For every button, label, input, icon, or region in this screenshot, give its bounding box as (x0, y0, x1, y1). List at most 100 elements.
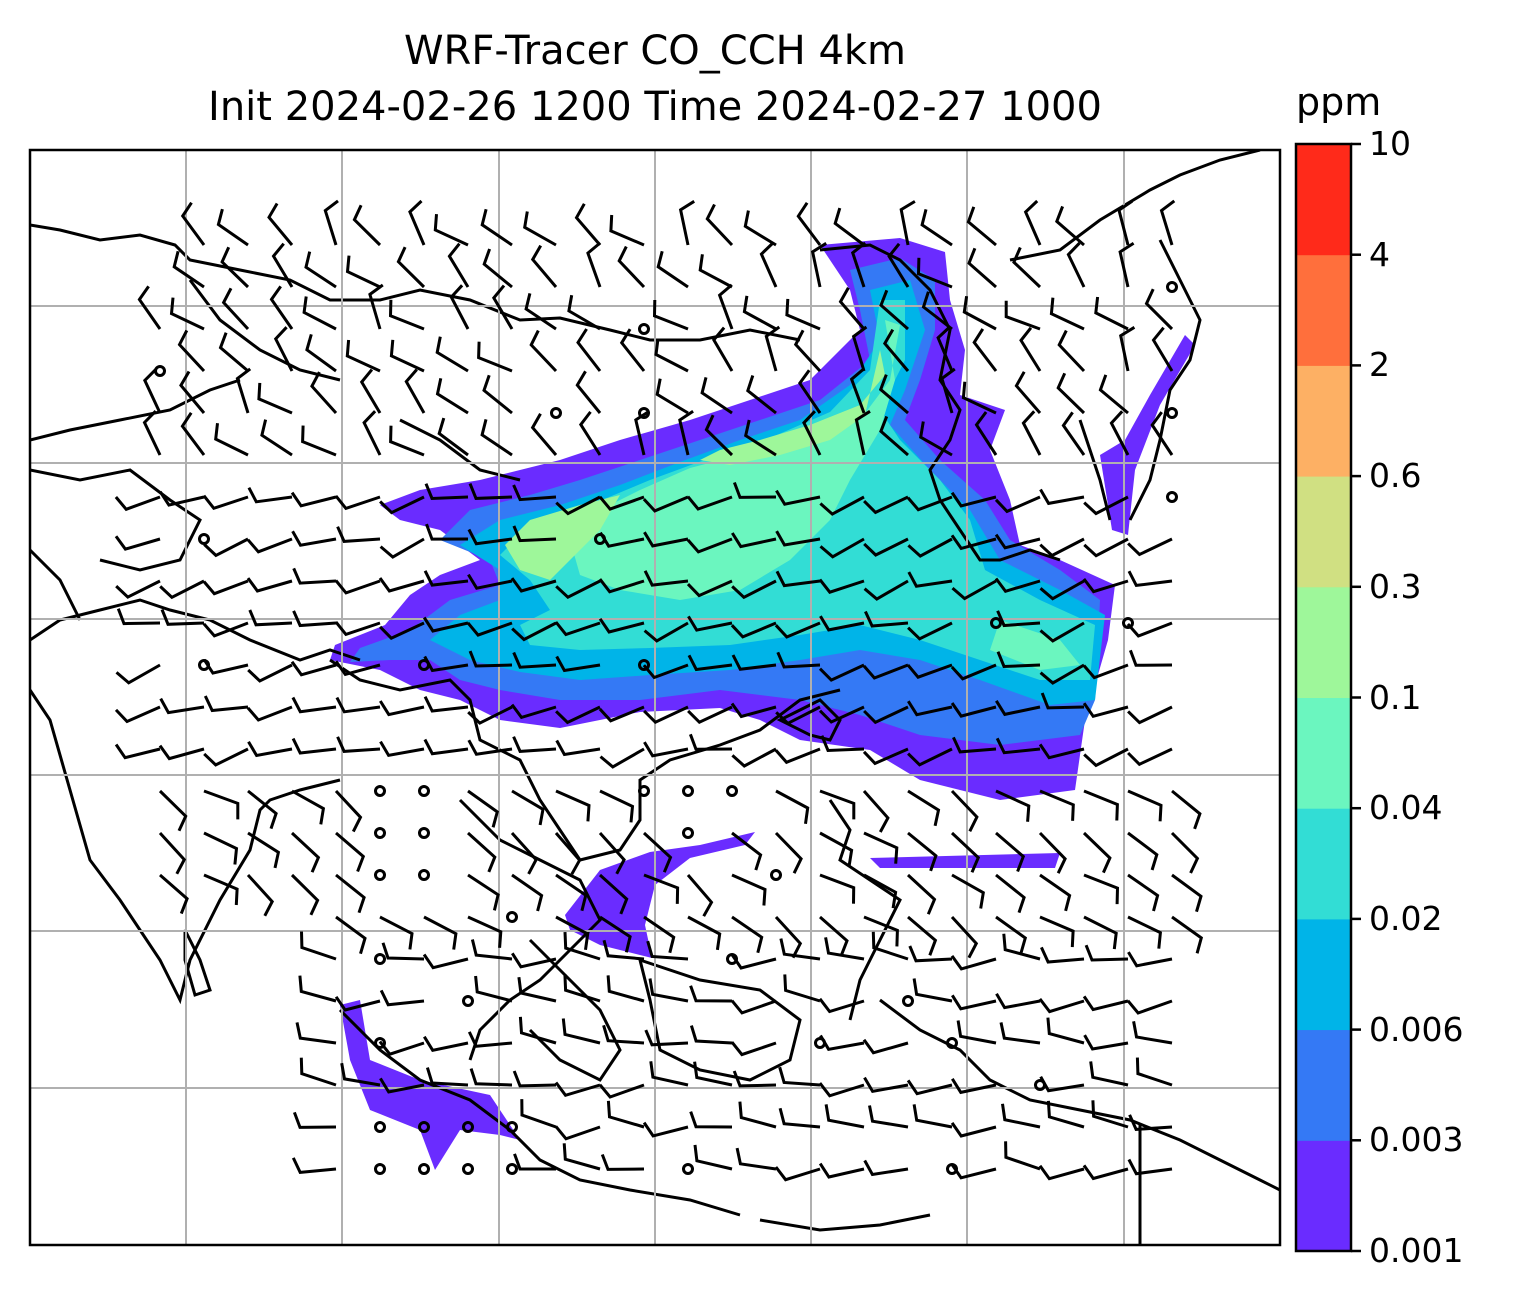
wind-barb (116, 608, 161, 626)
wind-barb (854, 410, 871, 456)
wind-barb (644, 1029, 689, 1047)
wind-barb (260, 419, 293, 457)
wind-barb (642, 1121, 689, 1138)
wind-barb (936, 325, 954, 372)
wind-barb (919, 421, 953, 457)
wind-barb (643, 705, 689, 725)
wind-barb (833, 207, 865, 247)
wind-barb (862, 747, 909, 766)
wind-barb (599, 789, 635, 823)
wind-barb (606, 975, 645, 1003)
wind-barb (1004, 300, 1041, 331)
wind-barb (1159, 199, 1176, 246)
wind-barb (202, 621, 249, 638)
wind-barb (160, 608, 205, 626)
wind-barb (513, 1153, 556, 1171)
wind-barb (906, 495, 953, 512)
wind-barb (302, 296, 337, 331)
wind-barb (114, 705, 161, 724)
wind-barb (424, 483, 469, 501)
wind-barb (169, 297, 205, 331)
calm-wind-circle (374, 1163, 386, 1175)
wind-barb (480, 208, 513, 247)
wind-barb (379, 700, 425, 717)
wind-barb (950, 831, 981, 873)
wind-barb (423, 738, 469, 756)
wind-barb (850, 241, 867, 288)
wind-barb (290, 491, 337, 508)
wind-barb (995, 993, 1041, 1010)
wind-barb (1039, 621, 1085, 643)
wind-barb (114, 495, 161, 512)
calm-wind-circle (1166, 407, 1178, 419)
wind-barb (1128, 1114, 1173, 1131)
wind-barb (824, 937, 865, 961)
colorbar (1294, 142, 1361, 1253)
wind-barb (379, 495, 425, 515)
wind-barb (1001, 1103, 1041, 1129)
wind-barb (796, 201, 822, 246)
wind-barb (467, 573, 513, 590)
wind-barb (425, 523, 469, 541)
map-frame (28, 148, 1282, 1247)
wind-barb (598, 578, 645, 594)
wind-barb (862, 1038, 909, 1055)
wind-barb (554, 621, 601, 637)
wind-barb (1083, 747, 1129, 768)
wind-barb (142, 368, 162, 414)
wind-barb (634, 409, 651, 456)
wind-barb (292, 1111, 337, 1129)
wind-barb (999, 1022, 1041, 1045)
wind-barb (404, 368, 426, 414)
plume-level-5-east (990, 620, 1080, 670)
calm-wind-circle (1166, 281, 1178, 293)
chart-title-line2: Init 2024-02-26 1200 Time 2024-02-27 100… (208, 84, 1102, 130)
wind-barb (619, 328, 646, 372)
wind-barb (1083, 915, 1118, 950)
wind-barb (995, 915, 1028, 954)
wind-barb (291, 789, 326, 825)
wind-barb (273, 326, 294, 372)
wind-barb (449, 284, 470, 330)
colorbar-tick-label: 0.1 (1369, 677, 1422, 717)
wind-barb (1039, 663, 1085, 685)
wind-barb (730, 621, 777, 639)
wind-barb (379, 537, 425, 559)
wind-barb (730, 1041, 777, 1057)
wind-barb (159, 579, 205, 600)
wind-barb (700, 377, 733, 415)
wind-barb (863, 873, 898, 909)
wind-barb (1083, 789, 1119, 821)
wind-barb (995, 789, 1031, 822)
wind-barb (879, 289, 909, 331)
wind-barb (1127, 873, 1160, 912)
wind-barb (962, 295, 997, 331)
colorbar-segment (1296, 697, 1351, 809)
wind-barb (578, 410, 602, 456)
wind-barb (687, 705, 733, 725)
wind-barb (180, 201, 206, 246)
wind-barb (744, 419, 777, 457)
calm-wind-circle (506, 1163, 518, 1175)
wind-barb (203, 873, 239, 906)
wind-barb (879, 415, 909, 457)
colorbar-segment (1296, 808, 1351, 920)
wind-barb (567, 294, 601, 331)
calm-wind-circle (506, 1121, 518, 1133)
wind-barb (423, 1035, 469, 1052)
wind-barb (1127, 789, 1163, 822)
wind-barb (646, 940, 689, 961)
colorbar-segment (1296, 254, 1351, 366)
calm-wind-circle (990, 617, 1002, 629)
wind-barb (878, 374, 909, 415)
calm-wind-circle (1166, 491, 1178, 503)
wind-barb (686, 579, 733, 598)
wind-barb (1038, 1164, 1085, 1181)
wind-barb (961, 381, 997, 415)
wind-barb (554, 1081, 601, 1098)
wind-barb (802, 410, 822, 456)
wind-barb (292, 567, 337, 585)
wind-barb (952, 736, 997, 754)
wind-barb (359, 368, 382, 414)
colorbar-tick-label: 2 (1369, 345, 1390, 385)
